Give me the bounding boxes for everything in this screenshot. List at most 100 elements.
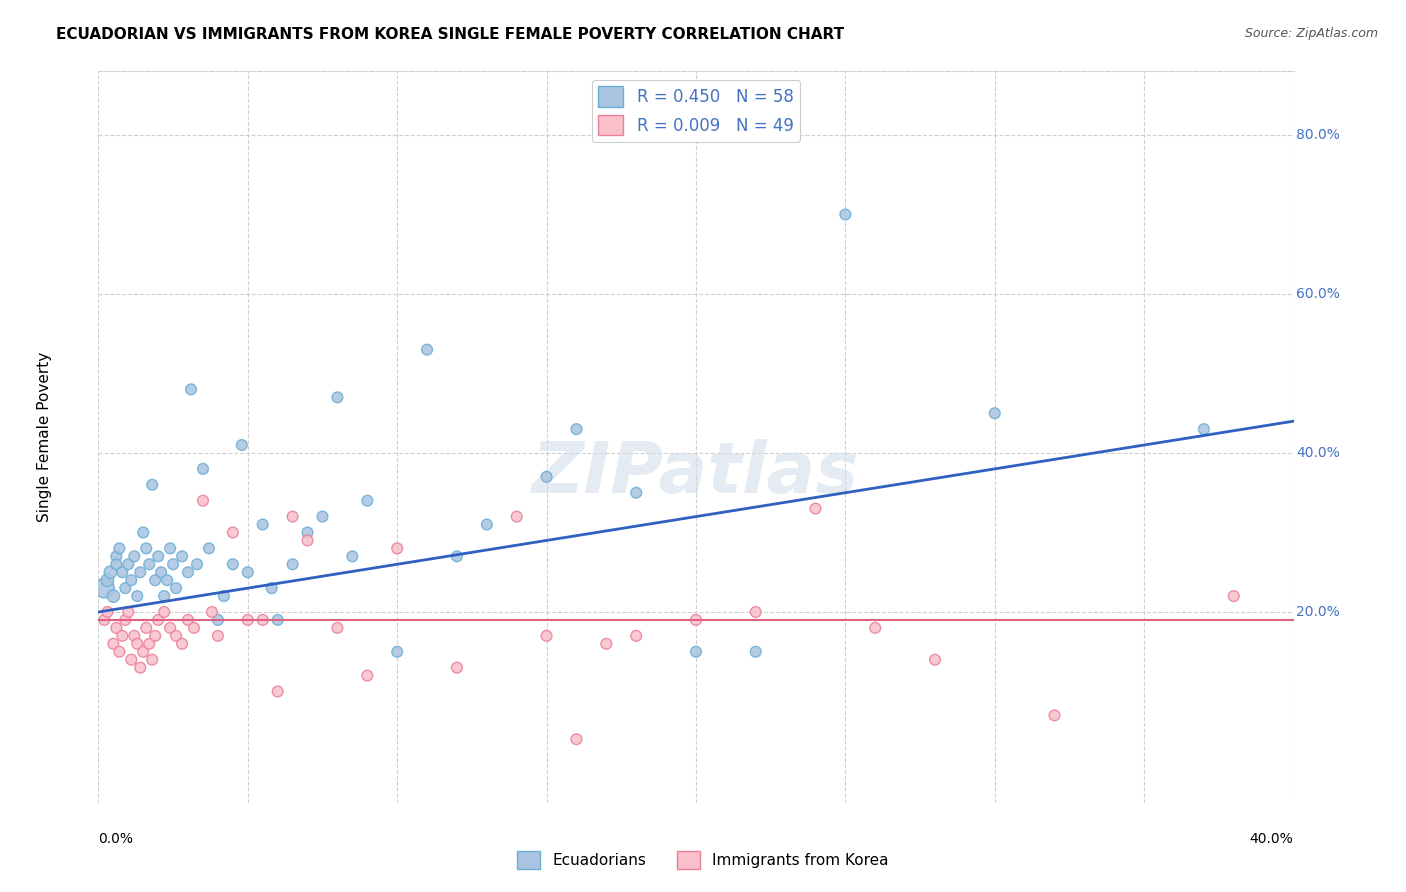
Point <box>1192 422 1215 436</box>
Point <box>1043 708 1066 723</box>
Point <box>446 549 468 564</box>
Point <box>93 613 115 627</box>
Point <box>138 637 160 651</box>
Point <box>685 613 707 627</box>
Text: 60.0%: 60.0% <box>1296 287 1340 301</box>
Point <box>124 629 146 643</box>
Point <box>356 493 378 508</box>
Point <box>180 383 202 397</box>
Point <box>156 573 179 587</box>
Point <box>111 629 134 643</box>
Point <box>297 533 319 548</box>
Point <box>132 645 155 659</box>
Point <box>685 645 707 659</box>
Point <box>356 668 378 682</box>
Point <box>129 660 152 674</box>
Text: 40.0%: 40.0% <box>1250 832 1294 846</box>
Point <box>103 589 125 603</box>
Point <box>207 613 229 627</box>
Point <box>120 573 142 587</box>
Legend: R = 0.450   N = 58, R = 0.009   N = 49: R = 0.450 N = 58, R = 0.009 N = 49 <box>592 79 800 142</box>
Point <box>141 477 163 491</box>
Text: Source: ZipAtlas.com: Source: ZipAtlas.com <box>1244 27 1378 40</box>
Point <box>162 558 184 572</box>
Point <box>117 605 139 619</box>
Legend: Ecuadorians, Immigrants from Korea: Ecuadorians, Immigrants from Korea <box>512 845 894 875</box>
Point <box>191 462 214 476</box>
Point <box>127 589 149 603</box>
Point <box>231 438 253 452</box>
Point <box>565 422 588 436</box>
Point <box>924 653 946 667</box>
Point <box>103 637 125 651</box>
Point <box>745 605 768 619</box>
Point <box>326 390 349 404</box>
Point <box>111 566 134 580</box>
Point <box>143 629 166 643</box>
Point <box>96 605 118 619</box>
Point <box>183 621 205 635</box>
Point <box>105 558 128 572</box>
Point <box>475 517 498 532</box>
Point <box>186 558 208 572</box>
Point <box>624 485 647 500</box>
Point <box>143 573 166 587</box>
Point <box>172 637 194 651</box>
Point <box>108 541 131 556</box>
Point <box>536 470 558 484</box>
Point <box>177 566 200 580</box>
Point <box>506 509 529 524</box>
Point <box>114 613 136 627</box>
Point <box>177 613 200 627</box>
Point <box>114 581 136 595</box>
Point <box>595 637 617 651</box>
Point <box>260 581 283 595</box>
Point <box>96 573 118 587</box>
Point <box>153 605 176 619</box>
Text: ZIPatlas: ZIPatlas <box>533 439 859 508</box>
Point <box>446 660 468 674</box>
Point <box>120 653 142 667</box>
Point <box>267 613 290 627</box>
Point <box>252 613 274 627</box>
Point <box>222 525 245 540</box>
Point <box>745 645 768 659</box>
Point <box>172 549 194 564</box>
Point <box>150 566 173 580</box>
Point <box>124 549 146 564</box>
Point <box>141 653 163 667</box>
Point <box>148 613 170 627</box>
Point <box>191 493 214 508</box>
Point <box>138 558 160 572</box>
Point <box>135 541 157 556</box>
Point <box>311 509 333 524</box>
Point <box>297 525 319 540</box>
Point <box>565 732 588 747</box>
Point <box>342 549 364 564</box>
Text: 0.0%: 0.0% <box>98 832 134 846</box>
Point <box>198 541 221 556</box>
Point <box>135 621 157 635</box>
Point <box>108 645 131 659</box>
Point <box>281 509 304 524</box>
Point <box>536 629 558 643</box>
Point <box>127 637 149 651</box>
Point <box>201 605 224 619</box>
Point <box>165 629 187 643</box>
Point <box>159 541 181 556</box>
Point <box>624 629 647 643</box>
Point <box>281 558 304 572</box>
Point <box>159 621 181 635</box>
Point <box>983 406 1005 420</box>
Point <box>385 645 409 659</box>
Point <box>165 581 187 595</box>
Point <box>385 541 409 556</box>
Point <box>105 621 128 635</box>
Point <box>153 589 176 603</box>
Point <box>129 566 152 580</box>
Point <box>267 684 290 698</box>
Point <box>804 501 827 516</box>
Point <box>865 621 887 635</box>
Point <box>834 207 856 221</box>
Text: 20.0%: 20.0% <box>1296 605 1340 619</box>
